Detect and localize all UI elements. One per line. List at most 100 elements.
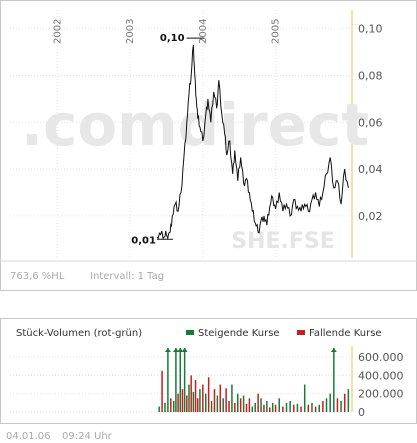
price-x-tick-label-0: 2002	[52, 19, 63, 44]
legend-rising-label: Steigende Kurse	[198, 328, 280, 339]
footer-interval: Intervall: 1 Tag	[90, 271, 164, 282]
watermark: .comdirect	[21, 91, 369, 159]
volume-bar-5	[172, 401, 175, 412]
volume-bar-55	[318, 404, 321, 412]
volume-title: Stück-Volumen (rot-grün)	[16, 328, 142, 339]
price-y-tick-label-1: 0,04	[358, 163, 383, 176]
volume-bar-52	[307, 404, 310, 412]
volume-bar-48	[293, 404, 295, 412]
volume-bar-1	[161, 370, 163, 412]
volume-bar-21	[210, 401, 213, 412]
volume-bar-51	[303, 384, 306, 412]
volume-bars	[158, 348, 350, 412]
volume-bar-2	[164, 402, 166, 412]
volume-bar-33	[245, 403, 248, 412]
volume-bar-3	[167, 348, 169, 412]
volume-bar-58	[329, 393, 331, 412]
volume-bar-18	[202, 384, 204, 412]
volume-bar-25	[222, 398, 224, 412]
price-series-line	[156, 45, 349, 240]
volume-bar-10	[183, 348, 186, 412]
volume-bar-13	[190, 375, 192, 412]
volume-bar-42	[271, 402, 274, 412]
volume-bar-44	[278, 398, 280, 412]
volume-bar-22	[213, 389, 216, 412]
price-x-tick-label-1: 2003	[125, 19, 136, 44]
volume-overflow-marker-6	[172, 348, 179, 352]
volume-overflow-marker-10	[181, 348, 188, 352]
price-y-tick-label-0: 0,02	[358, 210, 383, 223]
volume-bar-9	[181, 389, 184, 412]
volume-bar-53	[311, 402, 313, 412]
footer-time: 09:24 Uhr	[62, 431, 113, 442]
footer-date: 04.01.06	[6, 431, 51, 442]
volume-bar-57	[325, 398, 328, 412]
volume-y-ticks: 0 200.000 400.000 600.000	[358, 351, 404, 419]
volume-y-tick-label-3: 600.000	[358, 351, 404, 364]
volume-bar-60	[336, 398, 339, 412]
volume-bar-29	[234, 402, 236, 412]
volume-bar-4	[170, 398, 172, 412]
volume-bar-49	[296, 403, 299, 412]
volume-bar-20	[207, 377, 210, 412]
price-x-tick-label-2: 2004	[198, 19, 209, 44]
footer-hl: 763,6 %HL	[10, 271, 65, 282]
volume-bar-24	[219, 384, 222, 412]
volume-bar-43	[274, 404, 277, 412]
volume-bar-59	[333, 348, 335, 412]
volume-bar-19	[204, 393, 207, 412]
volume-bar-14	[192, 391, 195, 412]
volume-bar-7	[177, 393, 179, 412]
volume-bar-32	[242, 395, 245, 412]
volume-bar-8	[179, 348, 182, 412]
legend-falling-swatch	[297, 330, 305, 335]
volume-y-tick-label-1: 200.000	[358, 388, 404, 401]
volume-bar-27	[228, 401, 230, 412]
volume-bar-38	[260, 398, 262, 412]
legend-rising-swatch	[186, 330, 194, 335]
volume-bar-15	[194, 380, 197, 412]
price-grid	[10, 10, 353, 258]
price-x-tick-label-3: 2005	[271, 19, 282, 44]
price-x-ticks: 2002 2003 2004 2005	[52, 19, 281, 44]
price-panel-frame	[0, 0, 417, 291]
volume-bar-41	[269, 407, 271, 412]
volume-bar-45	[282, 406, 284, 412]
volume-y-tick-label-0: 0	[358, 406, 365, 419]
legend-falling-label: Fallende Kurse	[309, 328, 382, 339]
volume-bar-11	[186, 395, 188, 412]
volume-bar-12	[188, 384, 190, 412]
volume-bar-61	[340, 401, 342, 412]
price-y-ticks: 0,02 0,04 0,06 0,08 0,10	[358, 23, 383, 223]
volume-bar-28	[231, 384, 233, 412]
volume-bar-26	[225, 388, 227, 412]
volume-bar-47	[289, 401, 291, 412]
volume-bar-46	[285, 402, 288, 412]
volume-bar-56	[322, 401, 324, 412]
volume-bar-40	[266, 401, 268, 412]
price-y-tick-label-4: 0,10	[358, 23, 383, 36]
volume-bar-62	[343, 393, 346, 412]
volume-bar-50	[300, 406, 302, 412]
volume-overflow-marker-8	[177, 348, 184, 352]
volume-bar-34	[248, 398, 251, 412]
max-label: 0,10	[160, 33, 185, 44]
symbol-watermark: SHE.FSE	[231, 229, 335, 254]
price-y-tick-label-2: 0,06	[358, 116, 383, 129]
min-label: 0,01	[131, 235, 156, 246]
volume-bar-0	[158, 406, 160, 412]
volume-bar-31	[239, 398, 242, 412]
volume-bar-39	[263, 404, 265, 412]
volume-overflow-marker-3	[164, 348, 171, 352]
volume-y-tick-label-2: 400.000	[358, 369, 404, 382]
volume-bar-54	[314, 406, 317, 412]
volume-bar-37	[257, 393, 259, 412]
volume-overflow-marker-59	[330, 348, 337, 352]
volume-bar-6	[175, 348, 177, 412]
volume-bar-36	[254, 402, 256, 412]
volume-bar-23	[216, 395, 219, 412]
volume-bar-30	[237, 393, 239, 412]
price-annotations: 0,10 0,01	[131, 33, 205, 246]
volume-bar-63	[347, 389, 350, 412]
